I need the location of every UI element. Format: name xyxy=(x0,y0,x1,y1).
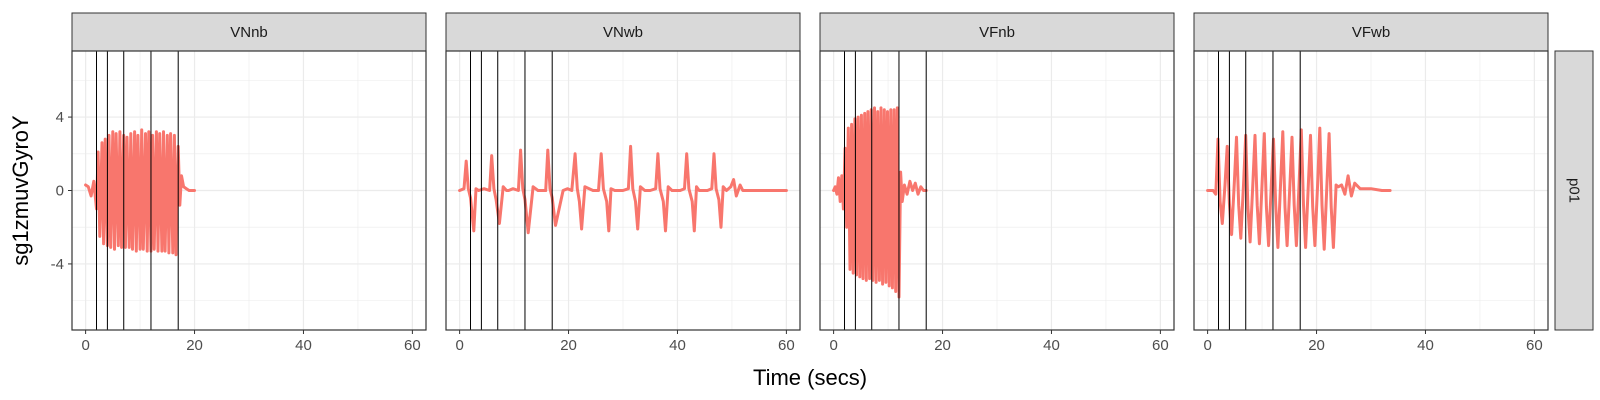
facet-strip-label: VFwb xyxy=(1352,24,1390,41)
panel-border xyxy=(1193,50,1549,331)
x-tick-label: 40 xyxy=(1043,337,1060,354)
x-tick-label: 40 xyxy=(295,337,312,354)
x-tick-label: 20 xyxy=(934,337,951,354)
panel-vfwb: VFwb 0 20 40 60 xyxy=(1193,12,1549,354)
x-tick-label: 40 xyxy=(1417,337,1434,354)
row-strip: p01 xyxy=(1554,50,1594,331)
facet-strip-background xyxy=(819,12,1175,52)
x-tick-label: 20 xyxy=(186,337,203,354)
facet-strip-background xyxy=(1193,12,1549,52)
x-tick-label: 0 xyxy=(1203,337,1211,354)
y-tick-label: 4 xyxy=(56,109,64,126)
x-tick-label: 60 xyxy=(778,337,795,354)
panel-vfnb: VFnb 0 20 40 60 xyxy=(819,12,1175,354)
row-strip-label: p01 xyxy=(1566,178,1583,203)
x-tick-label: 0 xyxy=(455,337,463,354)
data-series-line xyxy=(1206,126,1392,251)
y-axis-title: sg1zmuvGyroY xyxy=(8,115,33,266)
gridlines xyxy=(1194,51,1548,330)
data-series-line xyxy=(84,128,196,257)
y-axis: -4 0 4 xyxy=(51,109,72,273)
x-tick-label: 60 xyxy=(404,337,421,354)
panel-border xyxy=(445,50,801,331)
facet-strip-background xyxy=(445,12,801,52)
x-tick-label: 20 xyxy=(560,337,577,354)
x-tick-label: 60 xyxy=(1152,337,1169,354)
facet-strip-label: VFnb xyxy=(979,24,1015,41)
row-strip-background xyxy=(1554,50,1594,331)
data-series-line xyxy=(458,144,788,235)
panels-layer: VNnb 0 20 40 60 VNwb 0 20 40 60 VFnb 0 20 40 60 VFwb 0 20… xyxy=(71,12,1549,354)
y-tick-label: 0 xyxy=(56,183,64,200)
x-tick-label: 20 xyxy=(1308,337,1325,354)
x-tick-label: 0 xyxy=(829,337,837,354)
facet-strip-label: VNnb xyxy=(230,24,268,41)
x-tick-label: 40 xyxy=(669,337,686,354)
x-tick-label: 0 xyxy=(81,337,89,354)
facet-strip-background xyxy=(71,12,427,52)
x-tick-label: 60 xyxy=(1526,337,1543,354)
panel-border xyxy=(819,50,1175,331)
panel-vnwb: VNwb 0 20 40 60 xyxy=(445,12,801,354)
x-axis-title: Time (secs) xyxy=(753,365,867,390)
y-tick-label: -4 xyxy=(51,256,64,273)
facet-strip-label: VNwb xyxy=(603,24,643,41)
data-series-line xyxy=(832,106,928,299)
panel-vnnb: VNnb 0 20 40 60 xyxy=(71,12,427,354)
